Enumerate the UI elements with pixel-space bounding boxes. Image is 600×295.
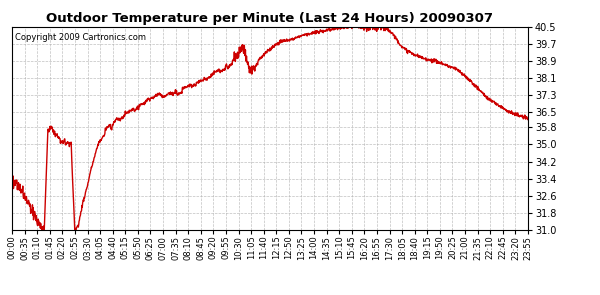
Title: Outdoor Temperature per Minute (Last 24 Hours) 20090307: Outdoor Temperature per Minute (Last 24 …: [47, 12, 493, 25]
Text: Copyright 2009 Cartronics.com: Copyright 2009 Cartronics.com: [14, 33, 146, 42]
